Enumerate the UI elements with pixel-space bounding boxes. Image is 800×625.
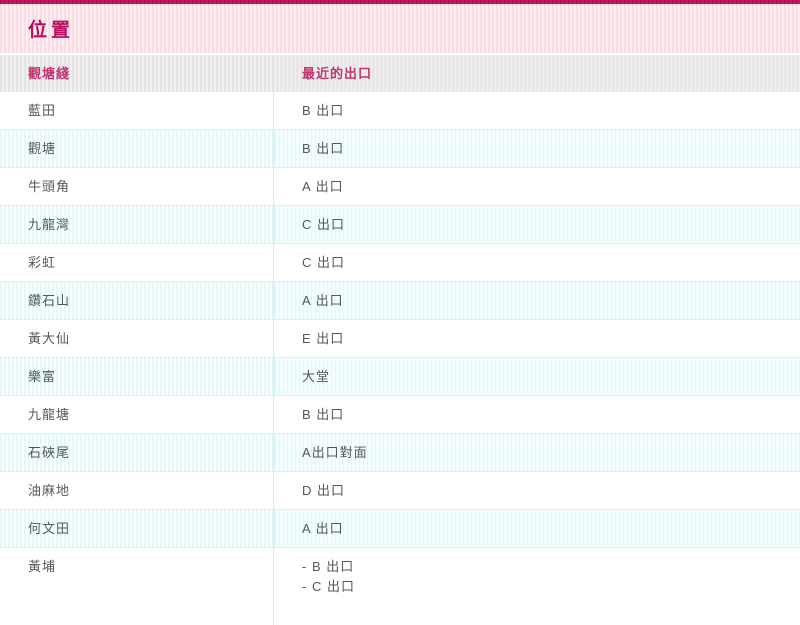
- table-row: 彩虹 C 出口: [0, 244, 800, 282]
- exit-cell: C 出口: [274, 244, 800, 282]
- exit-line: B 出口: [302, 103, 800, 119]
- station-name-cell: 九龍塘: [0, 396, 274, 434]
- table-row: 黃大仙 E 出口: [0, 320, 800, 358]
- page-title: 位置: [28, 15, 74, 42]
- station-name-cell: 黃埔: [0, 548, 274, 625]
- station-name-cell: 石硤尾: [0, 434, 274, 472]
- station-name-cell: 藍田: [0, 92, 274, 130]
- exit-line: A 出口: [302, 521, 800, 537]
- exit-cell: B 出口: [274, 130, 800, 168]
- exit-cell: C 出口: [274, 206, 800, 244]
- exit-line: - C 出口: [302, 579, 800, 595]
- station-name-cell: 九龍灣: [0, 206, 274, 244]
- table-row: 何文田 A 出口: [0, 510, 800, 548]
- exit-cell: D 出口: [274, 472, 800, 510]
- table-row: 藍田 B 出口: [0, 92, 800, 130]
- table-row: 油麻地 D 出口: [0, 472, 800, 510]
- table-row: 九龍塘 B 出口: [0, 396, 800, 434]
- station-name-cell: 油麻地: [0, 472, 274, 510]
- exit-line: A 出口: [302, 179, 800, 195]
- exit-line: D 出口: [302, 483, 800, 499]
- table-row: 牛頭角 A 出口: [0, 168, 800, 206]
- column-header-line: 觀塘綫: [0, 55, 274, 92]
- exit-line: A出口對面: [302, 445, 800, 461]
- section-header-band: 位置: [0, 4, 800, 53]
- exit-line: - B 出口: [302, 559, 800, 575]
- column-header-nearest-exit: 最近的出口: [274, 55, 800, 92]
- exit-cell: B 出口: [274, 92, 800, 130]
- station-name-cell: 何文田: [0, 510, 274, 548]
- station-name-cell: 觀塘: [0, 130, 274, 168]
- table-row: 觀塘 B 出口: [0, 130, 800, 168]
- exit-cell: A 出口: [274, 510, 800, 548]
- table-row: 九龍灣 C 出口: [0, 206, 800, 244]
- station-name-cell: 牛頭角: [0, 168, 274, 206]
- station-name-cell: 鑽石山: [0, 282, 274, 320]
- exit-cell: E 出口: [274, 320, 800, 358]
- exit-line: B 出口: [302, 141, 800, 157]
- exit-cell: A 出口: [274, 282, 800, 320]
- exit-cell: A出口對面: [274, 434, 800, 472]
- exit-line: E 出口: [302, 331, 800, 347]
- exit-line: A 出口: [302, 293, 800, 309]
- exit-cell: B 出口: [274, 396, 800, 434]
- table-header-row: 觀塘綫 最近的出口: [0, 55, 800, 92]
- exit-line: C 出口: [302, 255, 800, 271]
- exit-cell: - B 出口 - C 出口: [274, 548, 800, 625]
- exit-line: B 出口: [302, 407, 800, 423]
- exit-line: C 出口: [302, 217, 800, 233]
- station-name-cell: 彩虹: [0, 244, 274, 282]
- table-row: 樂富 大堂: [0, 358, 800, 396]
- station-name-cell: 樂富: [0, 358, 274, 396]
- exit-cell: 大堂: [274, 358, 800, 396]
- exit-line: 大堂: [302, 369, 800, 385]
- table-row: 鑽石山 A 出口: [0, 282, 800, 320]
- table-row: 石硤尾 A出口對面: [0, 434, 800, 472]
- exit-cell: A 出口: [274, 168, 800, 206]
- table-row: 黃埔 - B 出口 - C 出口: [0, 548, 800, 625]
- station-name-cell: 黃大仙: [0, 320, 274, 358]
